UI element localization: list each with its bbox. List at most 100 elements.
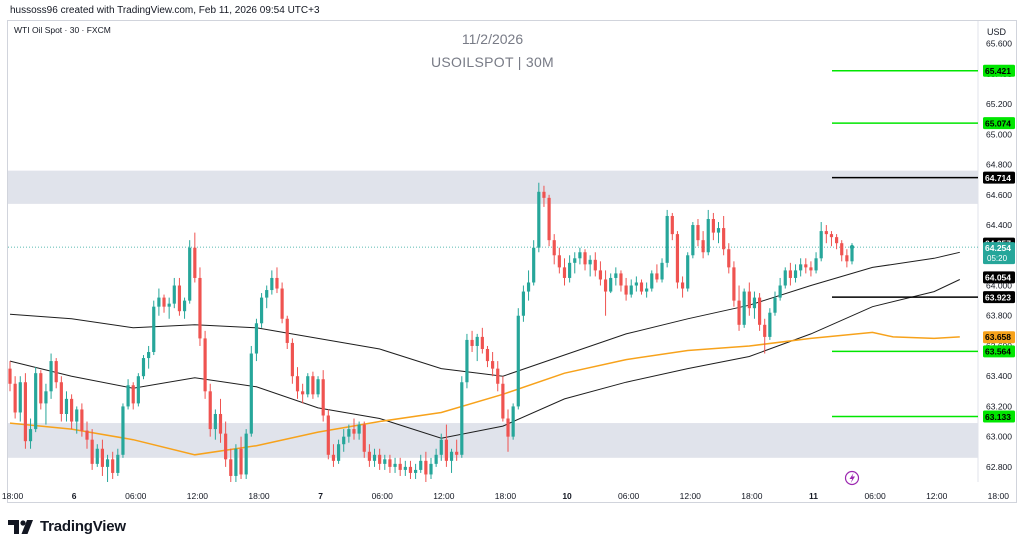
- candle-body: [90, 439, 94, 464]
- candle-20: [111, 451, 115, 479]
- candle-body: [552, 240, 556, 256]
- candle-body: [321, 379, 325, 416]
- candle-80: [419, 454, 423, 473]
- candle-body: [809, 267, 813, 271]
- candle-body: [737, 300, 741, 325]
- candle-body: [716, 228, 721, 233]
- candle-body: [593, 259, 597, 271]
- candle-body: [752, 297, 757, 309]
- candle-160: [829, 231, 834, 247]
- candle-body: [54, 361, 58, 383]
- x-tick-label-0: 18:00: [2, 491, 24, 501]
- candle-130: [675, 231, 680, 289]
- candle-2: [18, 376, 22, 422]
- candle-120: [624, 277, 628, 301]
- candle-body: [449, 451, 454, 461]
- candle-28: [152, 300, 156, 356]
- candle-body: [491, 361, 495, 369]
- y-tick-label-2: 65.200: [986, 99, 1012, 109]
- candle-100: [521, 285, 526, 322]
- candle-body: [609, 277, 613, 292]
- candle-25: [136, 373, 140, 407]
- candle-body: [342, 436, 346, 445]
- candle-93: [485, 345, 490, 368]
- candle-body: [788, 270, 792, 278]
- candle-101: [526, 270, 531, 301]
- moving-average-line-1: [9, 279, 961, 439]
- live-price-dot: [849, 244, 855, 250]
- candle-body: [814, 258, 818, 271]
- candle-body: [244, 433, 248, 475]
- candle-61: [321, 370, 325, 422]
- candle-body: [131, 385, 135, 404]
- candle-body: [711, 219, 715, 233]
- candle-62: [326, 409, 330, 460]
- candle-34: [182, 297, 187, 319]
- candle-157: [814, 252, 818, 274]
- candle-74: [388, 454, 392, 473]
- candle-body: [388, 459, 392, 467]
- candle-92: [480, 327, 484, 354]
- candle-body: [147, 352, 151, 359]
- candle-108: [562, 258, 567, 286]
- candle-43: [229, 448, 233, 482]
- candle-140: [727, 243, 731, 274]
- candle-19: [105, 454, 110, 482]
- candle-125: [650, 270, 654, 292]
- candle-117: [609, 273, 613, 294]
- lightning-alert-icon[interactable]: [844, 470, 860, 486]
- candle-body: [8, 368, 12, 384]
- candle-33: [177, 277, 182, 316]
- candle-18: [100, 439, 105, 476]
- level-badge-2: [983, 171, 1015, 184]
- candle-body: [840, 243, 844, 256]
- candle-body: [419, 460, 423, 470]
- candle-body: [316, 379, 320, 395]
- candle-147: [763, 318, 767, 354]
- tradingview-logo[interactable]: TradingView: [8, 518, 126, 535]
- candle-82: [429, 457, 433, 479]
- candle-95: [496, 361, 500, 392]
- candle-body: [747, 291, 751, 309]
- candle-9: [54, 358, 58, 389]
- level-label-4: 63.564: [985, 347, 1011, 357]
- candle-68: [357, 421, 361, 440]
- candle-146: [757, 293, 762, 331]
- candle-136: [706, 209, 710, 256]
- candle-112: [583, 249, 587, 271]
- candle-35: [188, 240, 192, 304]
- candle-129: [670, 212, 674, 241]
- candle-body: [18, 382, 22, 413]
- x-tick-label-12: 18:00: [741, 491, 763, 501]
- candle-0: [8, 361, 12, 392]
- candle-body: [501, 383, 505, 419]
- candle-body: [326, 415, 330, 455]
- candle-body: [372, 454, 377, 461]
- candle-110: [573, 252, 577, 274]
- candle-118: [614, 267, 618, 286]
- tradingview-logo-text: TradingView: [40, 518, 126, 535]
- candle-body: [824, 231, 828, 235]
- x-tick-label-14: 06:00: [864, 491, 886, 501]
- level-label-0: 65.421: [985, 66, 1011, 76]
- candle-body: [259, 297, 264, 324]
- candle-body: [665, 215, 669, 263]
- candle-116: [603, 270, 608, 316]
- x-tick-label-8: 18:00: [495, 491, 517, 501]
- candle-6: [39, 370, 43, 410]
- candle-body: [362, 424, 366, 452]
- candle-body: [290, 342, 294, 377]
- candle-body: [655, 273, 659, 280]
- y-tick-label-11: 63.400: [986, 371, 1012, 381]
- candle-65: [342, 429, 346, 452]
- price-badge-2: [983, 271, 1015, 284]
- candle-114: [593, 252, 597, 277]
- candle-16: [90, 429, 94, 470]
- candle-body: [455, 451, 459, 455]
- chart-symbol-title: USOILSPOT | 30M: [430, 54, 555, 70]
- candle-body: [229, 459, 233, 476]
- candle-body: [85, 430, 89, 440]
- candle-body: [645, 288, 649, 292]
- candle-body: [757, 297, 762, 325]
